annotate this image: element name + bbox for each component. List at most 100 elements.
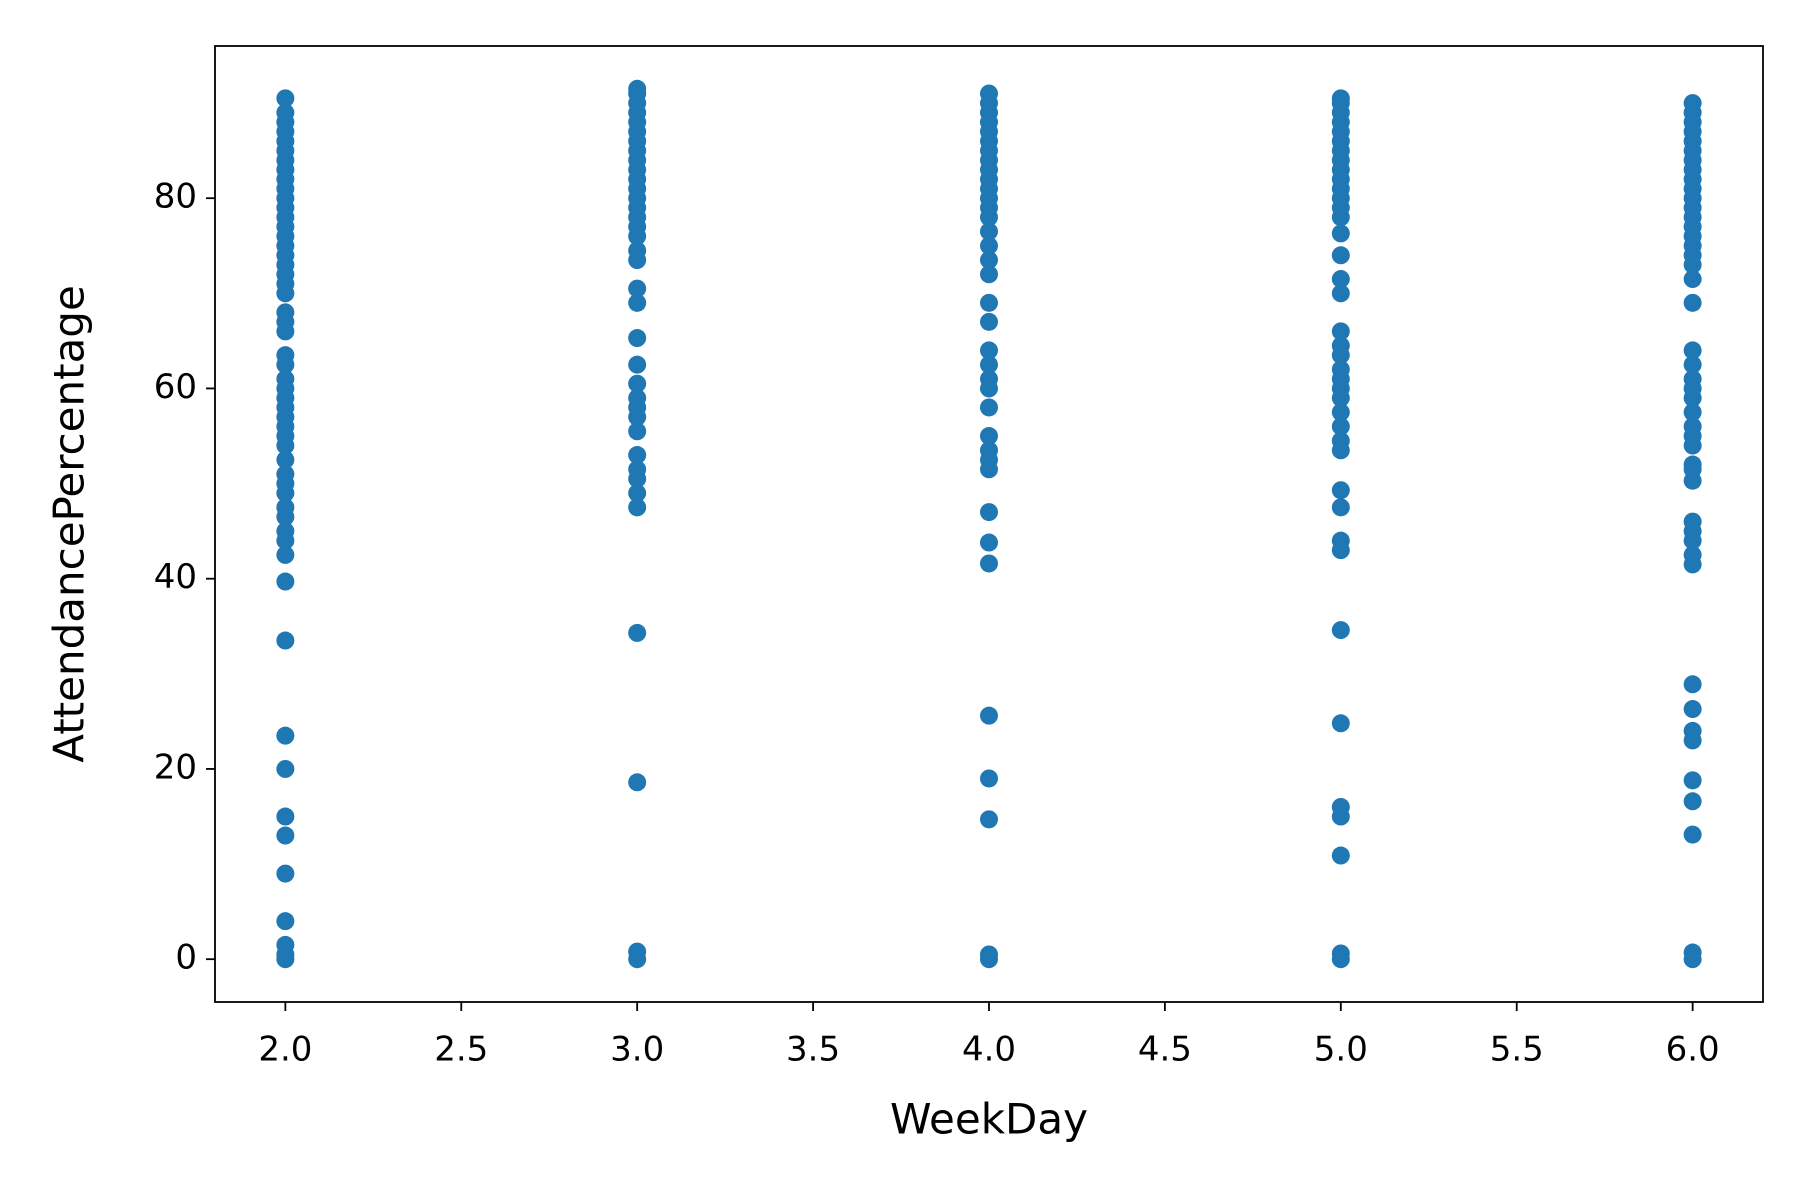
point: [980, 441, 998, 460]
point: [980, 427, 998, 446]
point: [1331, 498, 1350, 517]
y-tick-label: 80: [154, 177, 197, 217]
point: [276, 935, 295, 954]
point: [980, 945, 998, 964]
point: [1331, 224, 1350, 243]
point: [1331, 322, 1350, 341]
x-tick-label: 6.0: [1666, 1030, 1720, 1070]
point: [1331, 360, 1350, 379]
point: [980, 769, 998, 788]
x-tick-label: 2.0: [258, 1030, 312, 1070]
point: [1331, 797, 1350, 816]
point: [980, 293, 998, 312]
point: [276, 346, 295, 365]
point: [1683, 943, 1702, 962]
point: [628, 79, 647, 98]
x-tick-label: 5.0: [1314, 1030, 1368, 1070]
point: [276, 498, 295, 517]
point: [276, 369, 295, 388]
point: [980, 341, 998, 360]
point: [628, 498, 647, 517]
point: [1331, 336, 1350, 355]
point: [628, 241, 647, 260]
point: [1683, 771, 1702, 790]
y-tick-label: 20: [154, 747, 197, 787]
point: [276, 450, 295, 469]
point: [276, 572, 295, 591]
point: [1683, 792, 1702, 811]
x-tick-label: 5.5: [1490, 1030, 1544, 1070]
point: [1331, 403, 1350, 422]
point: [980, 265, 998, 284]
point: [628, 329, 647, 348]
point: [1683, 417, 1702, 436]
point: [1331, 531, 1350, 550]
point: [628, 446, 647, 465]
point: [1683, 700, 1702, 719]
point: [1683, 94, 1702, 113]
point: [1331, 714, 1350, 733]
point: [1683, 512, 1702, 531]
point: [276, 864, 295, 883]
point: [1683, 455, 1702, 474]
point: [276, 89, 295, 108]
point: [276, 912, 295, 931]
point: [276, 826, 295, 845]
point: [980, 222, 998, 241]
point: [628, 942, 647, 961]
point: [628, 388, 647, 407]
point: [276, 545, 295, 564]
point: [628, 279, 647, 298]
y-axis-label: AttendancePercentage: [45, 285, 94, 763]
point: [980, 236, 998, 255]
point: [276, 103, 295, 122]
point: [276, 759, 295, 778]
point: [276, 631, 295, 650]
point: [980, 355, 998, 374]
point: [980, 84, 998, 103]
point: [980, 503, 998, 522]
point: [628, 623, 647, 642]
point: [1331, 846, 1350, 865]
point: [1683, 369, 1702, 388]
point: [1683, 355, 1702, 374]
point: [276, 726, 295, 745]
point: [980, 369, 998, 388]
y-tick-label: 40: [154, 557, 197, 597]
point: [1331, 89, 1350, 108]
x-tick-label: 4.0: [962, 1030, 1016, 1070]
point: [276, 303, 295, 322]
point: [1683, 270, 1702, 289]
point: [980, 398, 998, 417]
point: [980, 554, 998, 573]
point: [980, 312, 998, 331]
point: [1683, 545, 1702, 564]
x-axis-label: WeekDay: [890, 1095, 1088, 1144]
point: [628, 460, 647, 479]
point: [628, 422, 647, 441]
point: [1683, 721, 1702, 740]
point: [276, 522, 295, 541]
y-tick-label: 0: [175, 938, 197, 978]
point: [276, 807, 295, 826]
point: [628, 355, 647, 374]
point: [1683, 825, 1702, 844]
point: [1683, 293, 1702, 312]
point: [1331, 621, 1350, 640]
point: [1683, 341, 1702, 360]
point: [980, 810, 998, 829]
point: [1683, 403, 1702, 422]
point: [1331, 270, 1350, 289]
point: [628, 773, 647, 792]
point: [1331, 284, 1350, 303]
x-tick-label: 3.0: [610, 1030, 664, 1070]
point: [628, 374, 647, 393]
point: [1331, 431, 1350, 450]
point: [1331, 417, 1350, 436]
point: [628, 293, 647, 312]
point: [1331, 246, 1350, 265]
x-tick-label: 3.5: [786, 1030, 840, 1070]
y-tick-label: 60: [154, 367, 197, 407]
